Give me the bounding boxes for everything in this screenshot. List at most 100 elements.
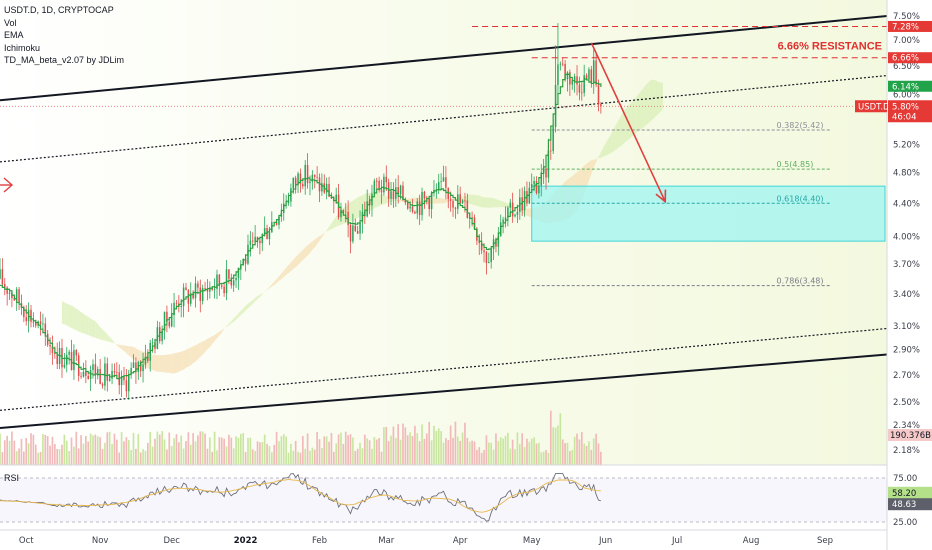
cloud-segment xyxy=(290,259,294,271)
study-td-ma[interactable]: TD_MA_beta_v2.07 by JDLim xyxy=(4,55,125,65)
candle-body xyxy=(42,323,44,325)
candle-body xyxy=(478,240,481,244)
candle-body xyxy=(182,287,185,307)
volume-bar xyxy=(447,440,450,465)
cloud-segment xyxy=(443,198,446,204)
candle-body xyxy=(175,302,178,304)
volume-bar xyxy=(313,449,316,465)
cloud-segment xyxy=(97,324,101,340)
volume-bar xyxy=(82,443,85,465)
candle-body xyxy=(535,181,538,194)
volume-bar xyxy=(3,440,6,465)
volume-bar xyxy=(137,434,140,465)
candle-body xyxy=(254,236,256,242)
candle-body xyxy=(328,183,330,197)
candle-body xyxy=(402,185,404,200)
cloud-segment xyxy=(593,159,597,168)
volume-bar xyxy=(559,413,562,465)
volume-bar xyxy=(11,431,13,465)
cloud-segment xyxy=(441,198,444,204)
study-ichimoku[interactable]: Ichimoku xyxy=(4,42,41,53)
candle-body xyxy=(111,370,113,379)
candle-body xyxy=(127,373,130,392)
volume-bar xyxy=(306,433,309,465)
volume-bar xyxy=(61,444,63,465)
volume-bar xyxy=(149,431,152,465)
channel-inner-upper-line xyxy=(0,74,888,163)
cloud-segment xyxy=(90,318,93,338)
y-tick-label: 4.80% xyxy=(893,169,920,179)
volume-bar xyxy=(292,450,295,465)
last-symbol: USDT.D xyxy=(858,102,890,112)
cloud-segment xyxy=(481,196,485,208)
volume-bar xyxy=(573,436,576,465)
candle-body xyxy=(294,177,297,185)
last-price-bg xyxy=(888,100,932,123)
volume-bar xyxy=(330,432,333,465)
projection-arrow-head xyxy=(655,189,667,204)
volume-bar xyxy=(39,451,42,465)
candle-body xyxy=(99,369,101,384)
candle-body xyxy=(452,200,454,208)
candle-body xyxy=(306,164,309,184)
volume-bar xyxy=(101,449,104,465)
cloud-segment xyxy=(233,316,237,322)
volume-bar xyxy=(161,431,163,465)
cloud-segment xyxy=(240,308,244,316)
cloud-segment xyxy=(190,346,194,366)
candle-body xyxy=(571,81,574,85)
candle-body xyxy=(228,269,230,279)
rsi-title[interactable]: RSI xyxy=(4,473,20,483)
candle-body xyxy=(459,194,461,204)
time-axis[interactable]: Oct Nov Dec 2022 Feb Mar Apr May Jun Jul Aug Sep xyxy=(19,536,833,546)
volume-bar xyxy=(523,446,526,465)
price-axis[interactable]: 7.50% 7.00% 6.50% 6.00% 5.20% 4.80% 4.40% 4.00%… xyxy=(893,12,920,528)
cloud-segment xyxy=(131,346,134,359)
candle-body xyxy=(23,307,25,318)
y-tick-label: 6.00% xyxy=(893,90,920,100)
candle-body xyxy=(192,293,194,299)
cloud-segment xyxy=(61,300,65,325)
volume-bar xyxy=(414,425,416,465)
volume-bar xyxy=(521,433,524,465)
rsi-line xyxy=(0,473,601,522)
study-vol[interactable]: Vol xyxy=(4,17,17,28)
volume-bar xyxy=(402,423,404,465)
volume-bar xyxy=(311,447,314,465)
y-tick-label: 2.34% xyxy=(893,421,920,431)
cloud-segment xyxy=(650,79,654,121)
candle-body xyxy=(566,72,569,80)
volume-bar xyxy=(571,450,574,465)
volume-bar xyxy=(375,439,378,465)
cloud-segment xyxy=(255,295,258,302)
cloud-segment xyxy=(526,208,530,217)
cloud-segment xyxy=(479,195,482,208)
cloud-segment xyxy=(128,346,132,358)
x-tick-label: May xyxy=(523,536,541,546)
cloud-segment xyxy=(655,80,659,117)
candle-body xyxy=(316,176,318,178)
volume-bar xyxy=(549,410,552,465)
volume-bar xyxy=(223,438,225,465)
candle-body xyxy=(445,177,447,188)
y-tick-label: 6.50% xyxy=(893,62,920,72)
candle-body xyxy=(32,321,35,323)
cloud-segment xyxy=(321,233,325,237)
candle-body xyxy=(15,289,18,301)
study-ema[interactable]: EMA xyxy=(4,30,24,40)
symbol-title[interactable]: USDT.D, 1D, CRYPTOCAP xyxy=(4,5,114,15)
y-tick-label: 4.00% xyxy=(893,233,920,243)
volume-bar xyxy=(411,436,414,465)
volume-bar xyxy=(366,438,369,465)
candle-body xyxy=(538,185,540,194)
volume-bar xyxy=(235,436,237,465)
volume-bar xyxy=(352,437,354,465)
volume-bar xyxy=(564,443,566,465)
cloud-segment xyxy=(309,241,313,253)
cloud-segment xyxy=(88,316,91,337)
cloud-segment xyxy=(278,273,282,281)
volume-bar xyxy=(242,433,245,465)
volume-bar xyxy=(340,432,342,465)
volume-bar xyxy=(75,431,78,465)
